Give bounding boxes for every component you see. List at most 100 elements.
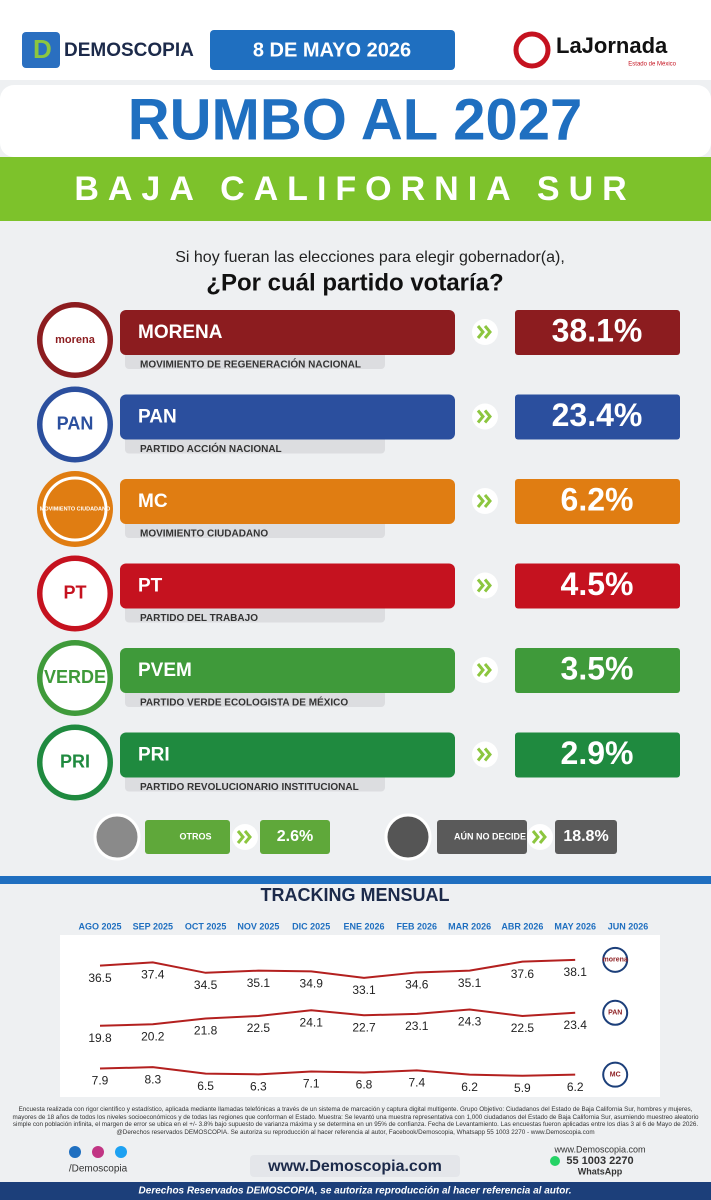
- result-box: [515, 479, 680, 524]
- chevron-bg: [527, 824, 553, 850]
- data-label: 37.6: [511, 967, 535, 981]
- chevron-bg: [472, 657, 498, 683]
- x-tick-label: MAY 2026: [554, 921, 596, 931]
- x-tick-label: OCT 2025: [185, 921, 227, 931]
- party-name: MOVIMIENTO DE REGENERACIÓN NACIONAL: [140, 358, 361, 371]
- party-name: PARTIDO DEL TRABAJO: [140, 613, 258, 624]
- legend-label: MC: [610, 1072, 621, 1079]
- x-tick-label: ABR 2026: [501, 921, 543, 931]
- data-label: 34.9: [300, 977, 324, 991]
- data-label: 23.4: [564, 1018, 588, 1032]
- result-label: 38.1%: [552, 312, 643, 348]
- whatsapp-icon: [550, 1156, 560, 1166]
- chevron: [476, 325, 492, 339]
- disclaimer: Encuesta realizada con rigor científico …: [12, 1106, 699, 1136]
- title-box: [0, 85, 711, 157]
- party-logo: [42, 645, 108, 711]
- result-box: [515, 648, 680, 693]
- chevron: [531, 830, 547, 844]
- party-bar: [120, 732, 455, 778]
- party-logo-text: PRI: [60, 751, 90, 771]
- party-logo-text: MOVIMIENTO CIUDADANO: [40, 506, 111, 512]
- whatsapp: WhatsApp: [578, 1166, 623, 1176]
- data-label: 35.1: [247, 976, 271, 990]
- rights: Derechos Reservados DEMOSCOPIA, se autor…: [139, 1186, 572, 1197]
- question-line2: ¿Por cuál partido votaría?: [206, 269, 503, 296]
- result-label: 4.5%: [561, 566, 634, 602]
- party-short: PT: [138, 576, 163, 597]
- party-logo: [42, 392, 108, 457]
- data-label: 8.3: [144, 1072, 161, 1086]
- data-label: 20.2: [141, 1029, 165, 1043]
- result-label: 23.4%: [552, 397, 643, 433]
- party-logo-text: PAN: [57, 413, 94, 433]
- party-logo: [42, 561, 108, 626]
- data-label: 24.3: [458, 1015, 482, 1029]
- x-tick-label: ENE 2026: [343, 921, 384, 931]
- party-name: PARTIDO ACCIÓN NACIONAL: [140, 442, 282, 455]
- chevron: [236, 830, 252, 844]
- chevron: [476, 494, 492, 508]
- subtitle: BAJA CALIFORNIA SUR: [74, 170, 635, 208]
- other-label: AÚN NO DECIDE: [454, 830, 526, 841]
- instagram-icon: [92, 1146, 104, 1158]
- data-label: 24.1: [300, 1015, 324, 1029]
- party-logo: [42, 730, 108, 795]
- newspaper: LaJornada: [556, 33, 668, 58]
- legend-label: PAN: [608, 1010, 622, 1017]
- result-label: 6.2%: [561, 481, 634, 517]
- data-label: 37.4: [141, 968, 165, 982]
- other-label: OTROS: [179, 831, 211, 841]
- rights-bar: [0, 1182, 711, 1200]
- date: 8 DE MAYO 2026: [253, 39, 411, 61]
- brand: DEMOSCOPIA: [64, 40, 194, 61]
- twitter-icon: [115, 1146, 127, 1158]
- facebook-icon: [69, 1146, 81, 1158]
- tracking-rule: [0, 876, 711, 884]
- party-short: PVEM: [138, 660, 192, 681]
- result-box: [515, 310, 680, 355]
- result-box: [515, 563, 680, 609]
- subtitle-banner: [0, 157, 711, 221]
- party-short: PAN: [138, 407, 177, 428]
- x-tick-label: JUN 2026: [608, 921, 649, 931]
- other-pill: [437, 820, 527, 854]
- data-label: 33.1: [352, 983, 376, 997]
- x-tick-label: SEP 2025: [133, 921, 173, 931]
- data-label: 36.5: [88, 971, 112, 985]
- data-label: 22.7: [352, 1020, 376, 1034]
- legend-badge: [602, 999, 629, 1026]
- data-label: 6.2: [461, 1080, 478, 1094]
- chevron: [476, 409, 492, 424]
- party-name: PARTIDO REVOLUCIONARIO INSTITUCIONAL: [140, 782, 359, 793]
- data-label: 6.5: [197, 1079, 214, 1093]
- chevron-bg: [472, 741, 498, 768]
- x-tick-label: FEB 2026: [397, 921, 438, 931]
- x-tick-label: MAR 2026: [448, 921, 491, 931]
- data-label: 19.8: [88, 1031, 112, 1045]
- chart-bg: [60, 935, 660, 1097]
- chart-title: TRACKING MENSUAL: [261, 885, 450, 905]
- data-label: 7.9: [92, 1074, 109, 1088]
- party-short: PRI: [138, 745, 170, 766]
- party-bar: [120, 563, 455, 609]
- party-logo: [42, 476, 108, 542]
- party-bar: [120, 394, 455, 440]
- data-label: 21.8: [194, 1024, 218, 1038]
- other-box: [555, 820, 617, 854]
- party-logo-text: morena: [55, 334, 96, 346]
- party-bar: [120, 479, 455, 524]
- newspaper-logo: [513, 31, 551, 69]
- website-box: [250, 1155, 460, 1177]
- brand-logo-letter: D: [33, 34, 52, 64]
- title: RUMBO AL 2027: [128, 87, 582, 152]
- data-label: 38.1: [564, 965, 588, 979]
- brand-logo: [22, 32, 60, 68]
- party-bar: [120, 310, 455, 355]
- data-label: 34.5: [194, 978, 218, 992]
- party-logo: [42, 307, 108, 373]
- legend-label: morena: [603, 957, 628, 964]
- x-tick-label: NOV 2025: [237, 921, 279, 931]
- result-label: 3.5%: [561, 650, 634, 686]
